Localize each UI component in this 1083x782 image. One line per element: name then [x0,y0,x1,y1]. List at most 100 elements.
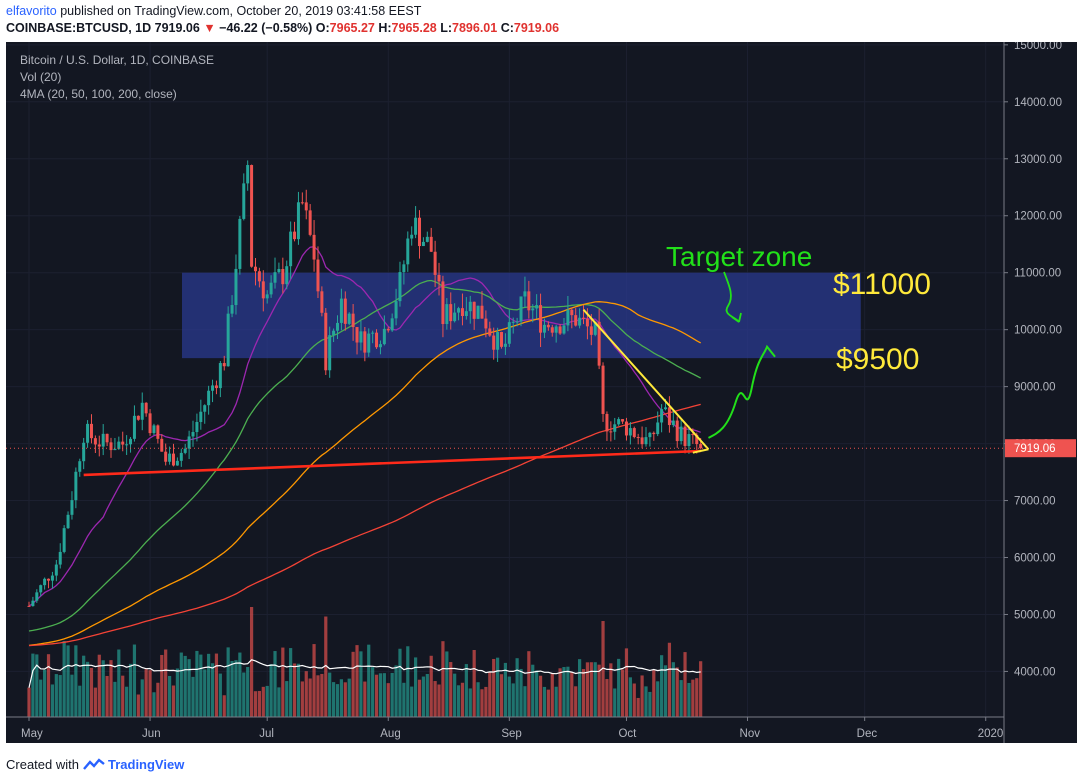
support-trendline [83,449,701,477]
volume-bar [113,681,117,717]
volume-bar [136,694,140,717]
time-tick-label: Sep [501,728,521,740]
volume-bar [351,651,355,717]
volume-bar [167,675,172,717]
volume-bar [507,676,511,717]
time-tick-label: 2020 [978,728,1004,740]
candle-body [78,461,82,472]
volume-bar [605,679,609,717]
volume-bar [121,675,125,717]
volume-bar [285,681,289,717]
volume-bar [62,641,66,717]
tradingview-logo-icon [83,758,105,770]
candle-body [589,326,593,335]
candle-body [93,438,97,445]
candle-body [125,444,129,446]
volume-bar [413,657,418,717]
volume-bar [347,678,351,717]
legend-title: Bitcoin / U.S. Dollar, 1D, COINBASE [20,53,215,67]
volume-bar [609,663,613,717]
volume-bar [273,651,277,717]
publish-info: elfavorito published on TradingView.com,… [6,4,421,18]
candle-body [109,442,113,451]
triangle-base-line [692,448,709,454]
volume-bar [207,653,211,717]
volume-bar [222,695,226,717]
candle-body [664,407,668,410]
time-tick-label: Nov [740,728,761,740]
volume-bar [335,684,340,717]
ma-100-line [28,301,702,647]
last-value: 7919.06 [154,21,200,35]
candle-body [593,321,597,335]
volume-bar [538,675,543,717]
author-link[interactable]: elfavorito [6,4,57,18]
volume-bar [304,671,308,717]
price-tick-label: 13000.00 [1014,154,1062,166]
volume-bar [289,648,293,717]
volume-bar [277,687,281,717]
candle-body [503,343,507,347]
candle-body [398,272,402,302]
volume-bar [328,672,332,717]
volume-bar [265,685,269,717]
chart-frame[interactable]: Target zone $11000 $9500 4000.00 5000.00 6000… [6,42,1077,743]
volume-bar [31,653,35,717]
close-value: 7919.06 [513,21,560,35]
target-zone-label: Target zone [666,241,812,272]
volume-bar [566,666,570,717]
volume-bar [374,674,379,717]
candle-body [183,448,187,453]
volume-bar [394,665,398,717]
volume-bar [183,655,187,717]
volume-bar [191,676,195,717]
volume-bar [550,673,554,717]
candle-body [234,268,238,306]
volume-bar [125,686,129,717]
candle-body [105,433,109,443]
volume-bar [620,669,625,717]
candle-body [211,385,215,391]
candle-body [140,402,144,420]
volume-bar [562,667,566,717]
volume-bar [164,649,168,717]
volume-bar [367,644,371,717]
candle-body [218,363,222,389]
volume-bar [699,661,703,717]
candle-body [425,236,429,242]
candle-body [546,324,550,328]
volume-bar [531,664,535,717]
volume-bar [398,648,402,717]
volume-bar [27,687,31,717]
volume-bar [429,655,433,717]
volume-bar [308,678,312,717]
volume-bar [382,673,386,717]
candle-body [27,605,31,607]
volume-bar [453,673,457,717]
candle-body [332,330,336,336]
candle-body [542,324,546,333]
volume-bar [210,663,215,717]
candle-body [54,564,58,576]
candle-body [74,471,78,501]
tradingview-link[interactable]: TradingView [83,757,184,772]
last-price-label: 7919.06 [1014,443,1056,455]
price-chart[interactable]: Target zone $11000 $9500 4000.00 5000.00 6000… [6,42,1077,743]
candle-body [531,308,535,311]
volume-bar [50,684,55,717]
volume-bar [593,662,597,717]
candle-body [242,183,246,219]
price-tick-label: 9000.00 [1014,382,1056,394]
candle-body [500,332,504,347]
candle-body [671,420,675,426]
volume-bar [601,621,605,717]
candle-body [621,419,625,422]
change-arrow-icon: ▼ [203,21,216,35]
candle-body [148,413,152,434]
volume-bar [324,616,328,717]
volume-bar [246,667,250,717]
candle-body [687,434,691,446]
volume-bar [660,655,664,717]
candle-body [199,411,203,422]
candle-body [289,231,293,267]
